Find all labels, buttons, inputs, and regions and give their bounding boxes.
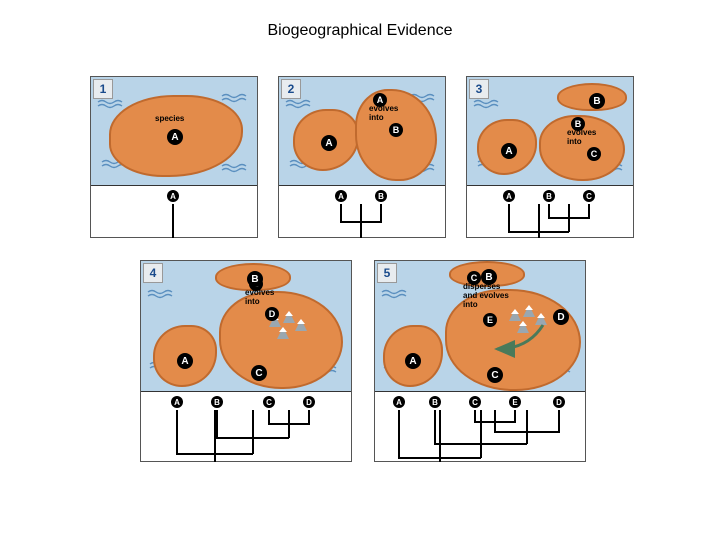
species-dot-A: A [321, 135, 337, 151]
phylogeny-tree: AB [279, 186, 445, 237]
species-dot: B [389, 123, 403, 137]
map-area: species A 1 [91, 77, 257, 185]
panel-1: species A 1 A [90, 76, 258, 238]
caption: evolvesinto [245, 289, 274, 307]
panel-number: 1 [93, 79, 113, 99]
phylogeny-tree: A [91, 186, 257, 237]
panel-number: 5 [377, 263, 397, 283]
species-dot-A: A [501, 143, 517, 159]
mountain-snow [537, 313, 545, 318]
caption: evolvesinto [567, 129, 596, 147]
caption: species [155, 115, 184, 124]
species-dot-D: D [553, 309, 569, 325]
species-dot-C: C [487, 367, 503, 383]
species-dot: D [265, 307, 279, 321]
species-dot: C [587, 147, 601, 161]
panel-number: 2 [281, 79, 301, 99]
page-title: Biogeographical Evidence [0, 22, 720, 40]
mountain-snow [297, 319, 305, 324]
panel-number: 4 [143, 263, 163, 283]
panel-4: CevolvesintoDABC4ABCD [140, 260, 352, 462]
map-area: AevolvesintoBA2 [279, 77, 445, 185]
species-dot: E [483, 313, 497, 327]
panel-3: BevolvesintoCAB3ABC [466, 76, 634, 238]
panel-2: AevolvesintoBA2AB [278, 76, 446, 238]
species-dot-B: B [247, 271, 263, 287]
species-dot-C: C [251, 365, 267, 381]
species-dot-A: A [167, 129, 183, 145]
mountain-snow [279, 327, 287, 332]
landmass [219, 291, 343, 389]
map-area: BevolvesintoCAB3 [467, 77, 633, 185]
species-dot-B: B [589, 93, 605, 109]
caption: evolvesinto [369, 105, 398, 123]
caption: dispersesand evolvesinto [463, 283, 509, 309]
species-dot-A: A [405, 353, 421, 369]
mountain-snow [519, 321, 527, 326]
panel-number: 3 [469, 79, 489, 99]
map-area: Cdispersesand evolvesintoEABCD5 [375, 261, 585, 391]
mountain-snow [285, 311, 293, 316]
mountain-snow [525, 305, 533, 310]
phylogeny-tree: ABCD [141, 392, 351, 461]
panel-5: Cdispersesand evolvesintoEABCD5ABCED [374, 260, 586, 462]
species-dot-A: A [177, 353, 193, 369]
phylogeny-tree: ABC [467, 186, 633, 237]
map-area: CevolvesintoDABC4 [141, 261, 351, 391]
phylogeny-tree: ABCED [375, 392, 585, 461]
mountain-snow [511, 309, 519, 314]
